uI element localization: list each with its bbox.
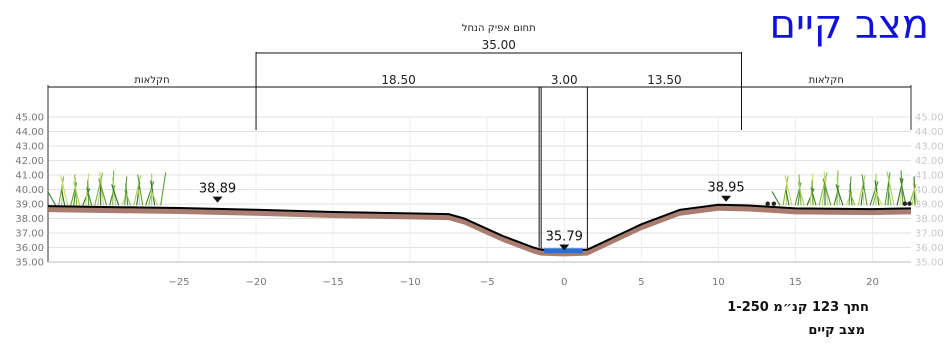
water-surface xyxy=(544,248,583,254)
y-tick-label-left: 43.00 xyxy=(15,142,44,153)
rock-icon xyxy=(771,201,777,206)
label-zone-right: חקלאות xyxy=(809,75,844,86)
page-title: מצב קיים xyxy=(769,2,929,48)
section-subcaption: מצב קיים xyxy=(808,323,865,338)
label-total-width: 35.00 xyxy=(482,38,516,52)
x-tick-label: 10 xyxy=(712,277,725,288)
x-tick-label: −10 xyxy=(400,277,421,288)
y-tick-label-left: 41.00 xyxy=(15,171,44,182)
label-segment-2: 3.00 xyxy=(551,73,578,87)
y-tick-label-right: 40.00 xyxy=(915,185,944,196)
section-caption: חתך 123 קנ״מ 1-250 xyxy=(727,300,869,315)
x-tick-label: −5 xyxy=(480,277,495,288)
x-tick-label: 5 xyxy=(638,277,644,288)
y-tick-label-left: 45.00 xyxy=(15,113,44,124)
y-tick-label-left: 40.00 xyxy=(15,185,44,196)
rock-icon xyxy=(902,201,908,206)
rock-icon xyxy=(907,201,912,206)
rock-icon xyxy=(765,201,770,206)
y-tick-label-left: 39.00 xyxy=(15,200,44,211)
y-tick-label-right: 37.00 xyxy=(915,229,944,240)
y-tick-label-right: 35.00 xyxy=(915,258,944,269)
y-tick-label-right: 42.00 xyxy=(915,156,944,167)
y-tick-label-right: 43.00 xyxy=(915,142,944,153)
y-tick-label-left: 44.00 xyxy=(15,127,44,138)
y-tick-label-right: 39.00 xyxy=(915,200,944,211)
y-tick-label-right: 41.00 xyxy=(915,171,944,182)
label-channel-range: תחום אפיק הנחל xyxy=(462,23,536,34)
elevation-marker-icon xyxy=(212,196,223,203)
elevation-marker-icon xyxy=(559,244,570,251)
label-segment-1: 18.50 xyxy=(381,73,415,87)
elevation-label: 38.95 xyxy=(707,181,744,196)
y-tick-label-right: 45.00 xyxy=(915,113,944,124)
x-tick-label: −20 xyxy=(245,277,266,288)
y-tick-label-right: 38.00 xyxy=(915,214,944,225)
y-tick-label-left: 42.00 xyxy=(15,156,44,167)
x-tick-label: 20 xyxy=(866,277,879,288)
x-tick-label: 15 xyxy=(789,277,802,288)
label-segment-3: 13.50 xyxy=(647,73,681,87)
ground-fill xyxy=(48,204,911,257)
y-tick-label-left: 37.00 xyxy=(15,229,44,240)
y-tick-label-right: 36.00 xyxy=(915,243,944,254)
elevation-marker-icon xyxy=(721,195,732,202)
vegetation-right xyxy=(771,170,919,206)
y-tick-label-left: 38.00 xyxy=(15,214,44,225)
y-tick-label-left: 36.00 xyxy=(15,243,44,254)
vegetation-left xyxy=(47,170,167,206)
elevation-label: 38.89 xyxy=(199,182,236,197)
y-tick-label-left: 35.00 xyxy=(15,258,44,269)
x-tick-label: −15 xyxy=(323,277,344,288)
elevation-label: 35.79 xyxy=(546,230,583,245)
x-tick-label: 0 xyxy=(561,277,567,288)
label-zone-left: חקלאות xyxy=(134,75,169,86)
x-tick-label: −25 xyxy=(168,277,189,288)
y-tick-label-right: 44.00 xyxy=(915,127,944,138)
